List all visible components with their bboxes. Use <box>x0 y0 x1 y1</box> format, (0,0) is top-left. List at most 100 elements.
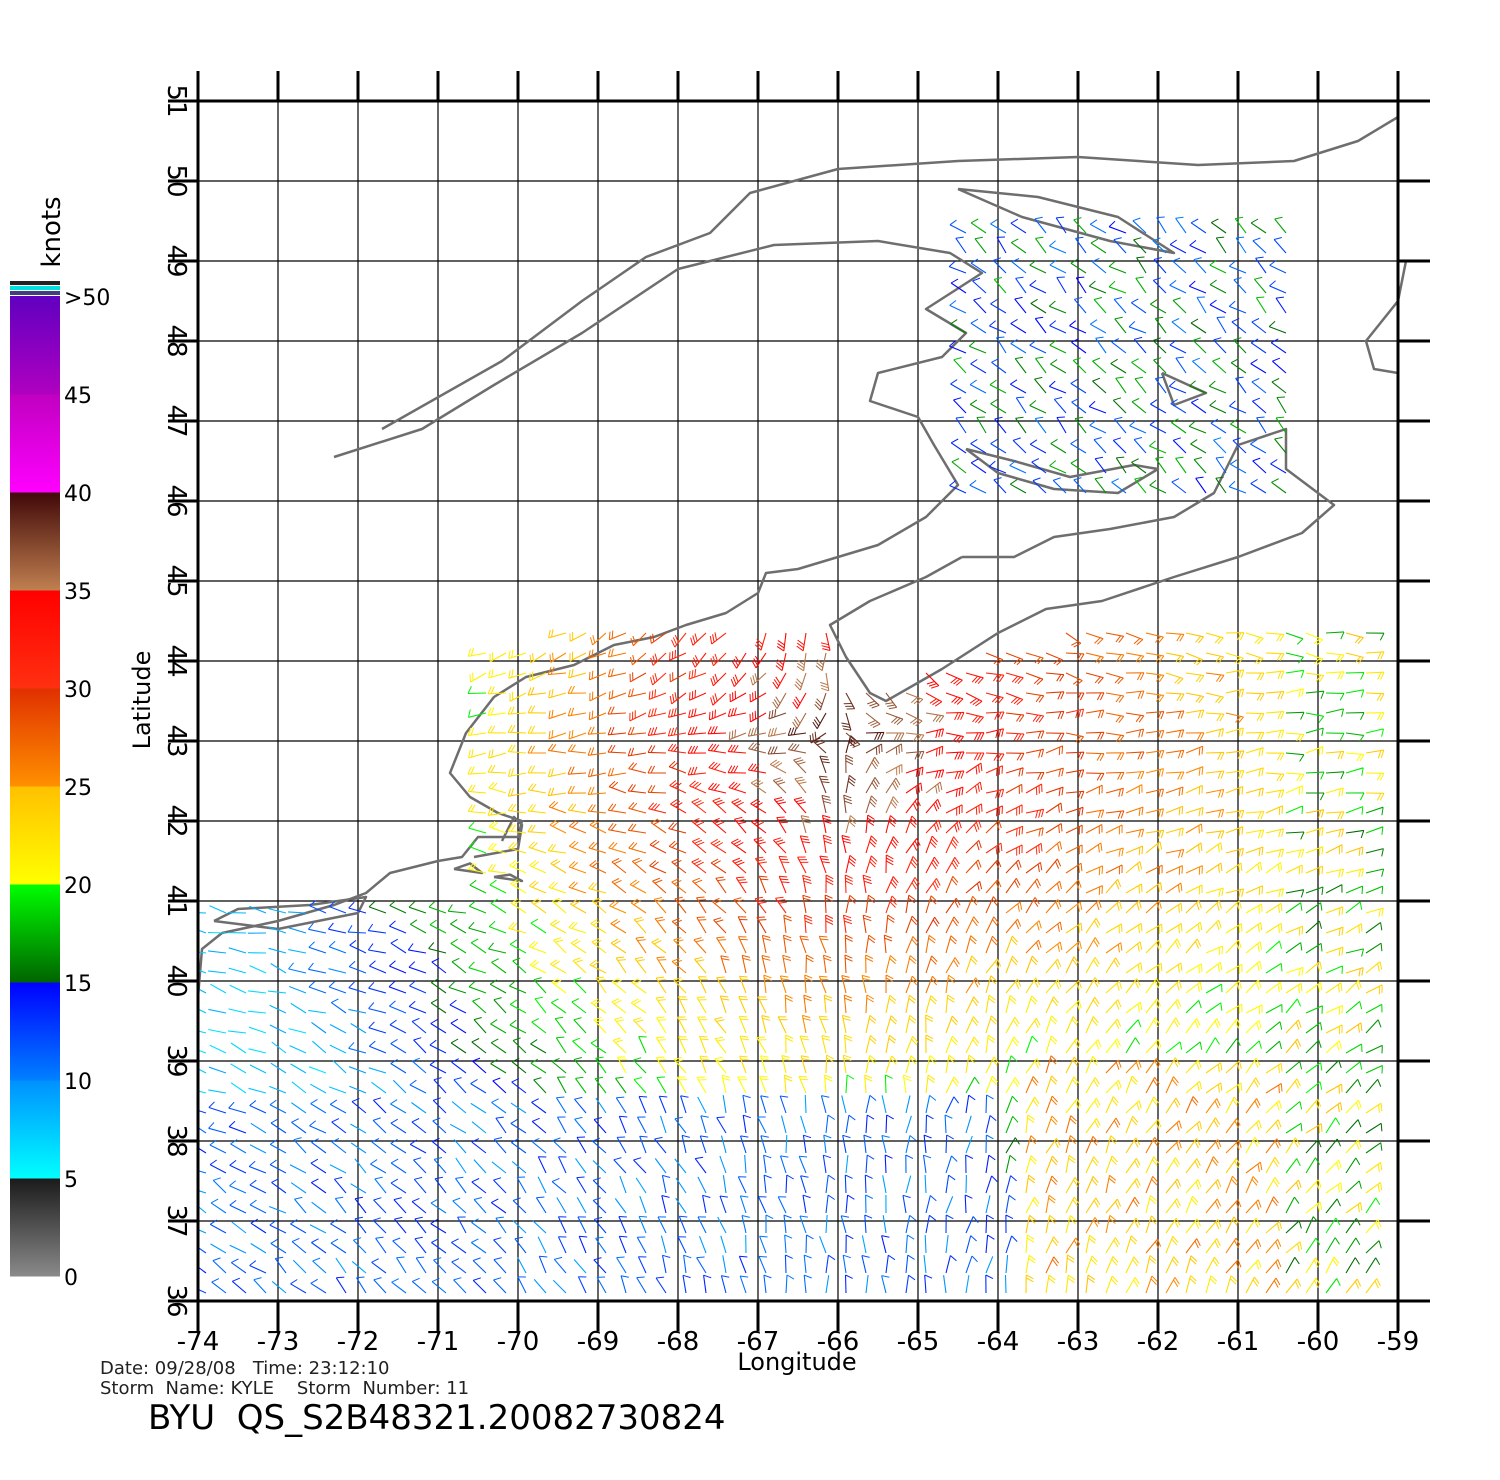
wind-barb <box>1010 343 1027 354</box>
wind-barb-feather <box>1111 478 1120 483</box>
wind-barb <box>288 1028 307 1034</box>
wind-barb <box>633 1079 647 1094</box>
wind-barb <box>531 901 547 914</box>
wind-barb-feather <box>903 1074 912 1079</box>
wind-barb-feather <box>487 686 492 695</box>
wind-barb <box>717 1216 727 1234</box>
wind-barb <box>1065 901 1081 914</box>
wind-barb-feather <box>673 937 682 941</box>
wind-barb <box>569 652 587 662</box>
wind-barb-feather <box>972 999 978 1007</box>
wind-barb-feather <box>972 699 980 706</box>
wind-barb-feather <box>885 702 894 705</box>
wind-barb-feather <box>1359 1061 1363 1070</box>
wind-barb <box>268 926 287 934</box>
wind-barb <box>1185 1059 1199 1074</box>
wind-barb <box>821 795 827 814</box>
wind-barb-feather <box>1254 657 1261 664</box>
wind-barb-feather <box>1067 1277 1075 1284</box>
wind-barb-feather <box>1075 735 1082 743</box>
wind-barb <box>1005 995 1011 1014</box>
wind-barb-feather <box>1012 1019 1019 1027</box>
wind-barb-feather <box>512 1197 521 1201</box>
wind-barb-feather <box>911 858 918 866</box>
wind-barb-feather <box>1316 639 1324 646</box>
wind-barb-feather <box>929 698 937 704</box>
wind-barb-feather <box>841 722 850 725</box>
wind-barb-feather <box>821 861 830 864</box>
wind-barb <box>310 1282 327 1294</box>
wind-barb-feather <box>870 835 878 842</box>
wind-barb-feather <box>719 1195 728 1198</box>
wind-barb <box>1065 806 1084 814</box>
wind-barb <box>615 1077 627 1094</box>
wind-barb <box>638 1096 647 1114</box>
wind-barb-feather <box>912 1035 919 1043</box>
wind-barb <box>630 902 647 914</box>
wind-barb <box>588 810 607 814</box>
wind-barb-feather <box>1029 1214 1037 1221</box>
wind-barb-feather <box>1092 1159 1098 1167</box>
wind-barb-feather <box>1357 1139 1362 1148</box>
wind-barb-feather <box>1180 750 1185 759</box>
wind-barb <box>757 1116 767 1134</box>
wind-barb <box>1265 1040 1280 1054</box>
wind-barb <box>1005 1116 1014 1134</box>
wind-barb-feather <box>291 1237 300 1243</box>
wind-barb-feather <box>754 644 762 651</box>
wind-barb-feather <box>447 904 453 912</box>
wind-barb-feather <box>1091 1255 1098 1263</box>
wind-barb-feather <box>1215 696 1221 703</box>
wind-barb-feather <box>630 823 637 831</box>
wind-barb <box>1245 1098 1258 1114</box>
wind-barb-feather <box>1157 711 1162 720</box>
wind-barb-feather <box>1118 1080 1122 1088</box>
wind-barb <box>1285 1019 1299 1034</box>
wind-barb <box>1025 652 1044 659</box>
wind-barb-feather <box>1338 1160 1342 1169</box>
wind-barb-feather <box>468 840 476 847</box>
wind-barb <box>825 672 830 691</box>
wind-barb <box>1285 889 1304 894</box>
wind-barb <box>371 1141 387 1154</box>
wind-barb-feather <box>1028 1257 1036 1264</box>
wind-barb-feather <box>1320 1062 1323 1071</box>
wind-barb <box>698 1036 707 1054</box>
wind-barb-feather <box>773 679 780 687</box>
wind-barb-feather <box>550 768 554 777</box>
wind-barb-feather <box>979 752 985 761</box>
wind-barb-feather <box>211 1278 220 1283</box>
wind-barb <box>985 916 995 934</box>
wind-barb <box>534 998 547 1014</box>
wind-barb-feather <box>608 631 611 640</box>
wind-barb-feather <box>1132 1115 1139 1123</box>
wind-barb <box>1285 1278 1298 1294</box>
wind-barb-feather <box>1178 828 1181 837</box>
wind-barb-feather <box>980 763 983 772</box>
wind-barb-feather <box>248 1160 256 1167</box>
wind-barb-feather <box>845 757 854 762</box>
wind-barb <box>1169 344 1187 354</box>
wind-barb-feather <box>1116 902 1120 911</box>
wind-barb <box>985 1075 993 1094</box>
wind-barb <box>819 855 827 874</box>
wind-barb <box>1225 923 1242 934</box>
wind-barb-feather <box>1117 811 1122 819</box>
wind-barb <box>1210 422 1227 434</box>
wind-barb <box>985 1256 994 1274</box>
wind-barb <box>375 1237 387 1254</box>
wind-barb-feather <box>1336 654 1342 662</box>
wind-barb-feather <box>652 877 661 882</box>
wind-barb-feather <box>861 974 870 978</box>
wind-barb <box>1125 1059 1139 1074</box>
wind-barb-feather <box>1096 773 1102 781</box>
wind-barb-feather <box>689 780 696 787</box>
wind-barb-feather <box>925 1034 934 1040</box>
wind-barb <box>861 1255 867 1274</box>
wind-barb <box>925 916 936 934</box>
wind-barb <box>1165 1057 1176 1074</box>
wind-barb <box>802 875 807 894</box>
wind-barb-feather <box>751 743 757 750</box>
wind-barb-feather <box>1129 1238 1137 1245</box>
wind-barb <box>1325 1059 1340 1074</box>
